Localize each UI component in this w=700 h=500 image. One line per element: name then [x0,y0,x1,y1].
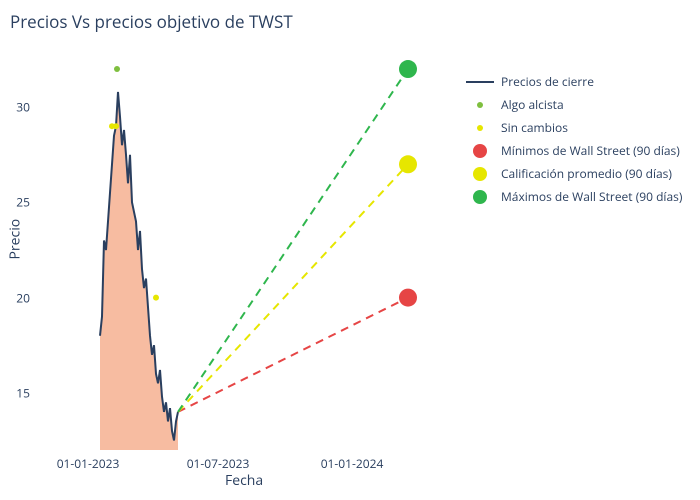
legend-dot-icon [473,190,487,204]
legend-label: Sin cambios [501,119,568,136]
legend-label: Mínimos de Wall Street (90 días) [501,142,680,159]
x-tick-label: 01-01-2024 [321,455,384,472]
projection-marker-max [399,60,417,78]
projection-line-avg [178,164,408,412]
legend: Precios de cierre Algo alcista Sin cambios… [465,72,682,210]
legend-swatch [465,167,495,181]
y-tick-label: 20 [0,289,30,306]
projection-marker-avg [399,155,417,173]
projection-line-max [178,69,408,412]
legend-dot-icon [473,167,487,181]
legend-label: Calificación promedio (90 días) [501,165,672,182]
legend-dot-icon [477,125,483,131]
x-tick-label: 01-07-2023 [187,455,250,472]
y-tick-label: 25 [0,194,30,211]
chart-title: Precios Vs precios objetivo de TWST [10,10,293,33]
scatter-point [114,66,120,72]
legend-item[interactable]: Algo alcista [465,95,682,114]
legend-label: Algo alcista [501,96,564,113]
legend-swatch [465,75,495,89]
legend-swatch [465,121,495,135]
legend-label: Precios de cierre [501,73,594,90]
legend-item[interactable]: Precios de cierre [465,72,682,91]
x-tick-label: 01-01-2023 [57,455,120,472]
legend-swatch [465,144,495,158]
plot-area [60,50,450,450]
legend-item[interactable]: Mínimos de Wall Street (90 días) [465,141,682,160]
x-axis-label: Fecha [225,471,263,490]
plot-svg [60,50,450,450]
legend-label: Máximos de Wall Street (90 días) [501,188,682,205]
legend-dot-icon [477,102,483,108]
chart-container: Precios Vs precios objetivo de TWST Prec… [0,0,700,500]
legend-line-icon [466,81,494,83]
scatter-point [153,295,159,301]
legend-item[interactable]: Sin cambios [465,118,682,137]
y-tick-label: 15 [0,384,30,401]
legend-swatch [465,98,495,112]
scatter-point [113,123,119,129]
legend-item[interactable]: Calificación promedio (90 días) [465,164,682,183]
projection-marker-min [399,289,417,307]
y-tick-label: 30 [0,99,30,116]
legend-swatch [465,190,495,204]
legend-item[interactable]: Máximos de Wall Street (90 días) [465,187,682,206]
legend-dot-icon [473,144,487,158]
y-axis-label: Precio [6,219,25,260]
price-area-fill [100,92,178,450]
projection-line-min [178,298,408,412]
